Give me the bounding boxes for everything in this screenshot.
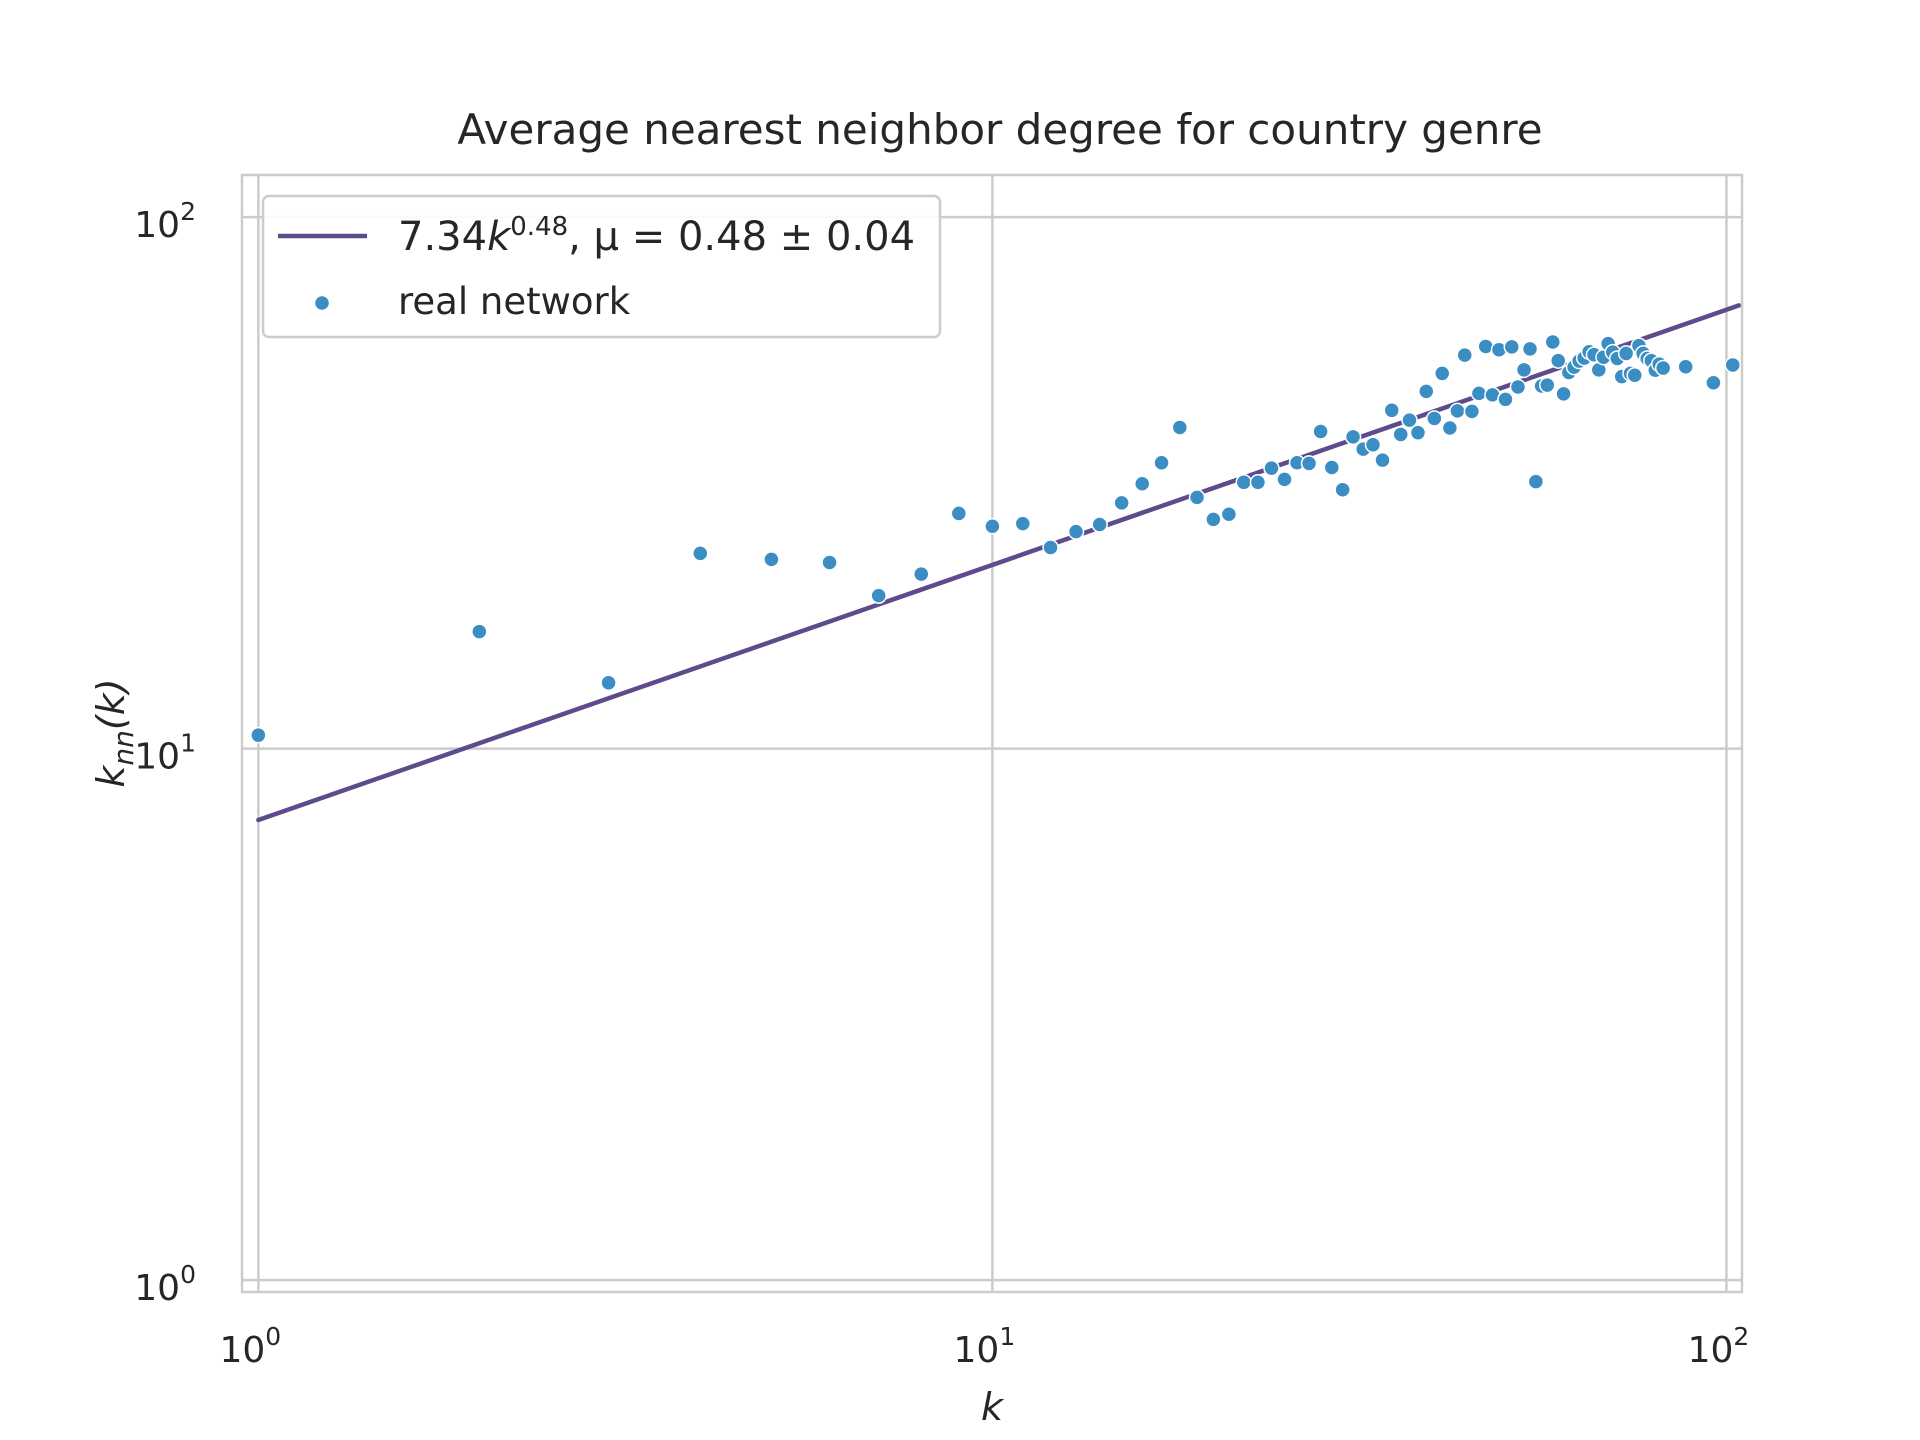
y-axis-label-base: k — [89, 764, 133, 788]
data-point — [1409, 424, 1427, 441]
data-point — [1235, 474, 1253, 491]
x-axis-label: k — [981, 1385, 1005, 1429]
data-point — [692, 545, 709, 562]
y-tick-base: 10 — [134, 205, 180, 246]
data-point — [1276, 471, 1293, 488]
x-tick-base: 10 — [954, 1330, 1000, 1371]
y-tick-label: 102 — [134, 197, 196, 246]
y-tick-exp: 0 — [180, 1260, 196, 1289]
data-point — [1477, 338, 1495, 355]
x-tick-label: 101 — [954, 1322, 1016, 1371]
data-point — [1323, 459, 1341, 476]
x-tick-base: 10 — [1688, 1330, 1734, 1371]
x-tick-base: 10 — [219, 1330, 265, 1371]
data-point — [1334, 481, 1351, 498]
data-point — [1654, 359, 1672, 377]
data-point — [1188, 489, 1206, 506]
legend-fit-label: 7.34k0.48, μ = 0.48 ± 0.04 — [398, 212, 915, 260]
data-point — [1205, 511, 1222, 528]
data-point — [1521, 340, 1539, 358]
data-point — [1249, 474, 1267, 491]
plot-frame — [240, 173, 1744, 1294]
y-tick-exp: 2 — [180, 197, 196, 226]
data-point — [913, 565, 930, 583]
data-point — [1263, 459, 1280, 477]
data-point — [1433, 365, 1451, 382]
data-point — [763, 551, 780, 568]
legend-fit-coef: 7.34 — [398, 214, 487, 260]
data-point — [1014, 515, 1032, 532]
data-point — [1555, 385, 1572, 403]
data-point — [1626, 367, 1643, 384]
data-point — [870, 587, 887, 604]
data-point — [250, 726, 267, 744]
y-tick-label: 100 — [134, 1260, 196, 1309]
data-point — [950, 505, 968, 522]
data-point — [1300, 455, 1318, 472]
data-point — [1527, 473, 1545, 490]
data-point — [1374, 451, 1391, 469]
data-point — [1449, 402, 1466, 420]
legend-points-marker — [313, 294, 331, 312]
data-point — [471, 623, 488, 640]
data-point — [1042, 539, 1059, 556]
y-axis-label-sub: nn — [107, 730, 140, 766]
data-point — [1344, 428, 1362, 446]
y-tick-base: 10 — [134, 737, 180, 778]
data-point — [1463, 403, 1481, 420]
x-tick-labels: 100 101 102 — [219, 1322, 1749, 1371]
data-point — [1470, 385, 1488, 402]
x-tick-exp: 2 — [1733, 1322, 1749, 1351]
data-point — [1509, 378, 1527, 396]
data-point — [1538, 376, 1556, 394]
legend-fit-var: k — [487, 214, 512, 260]
data-point — [1544, 333, 1562, 351]
data-point — [1515, 361, 1533, 379]
x-tick-label: 102 — [1688, 1322, 1750, 1371]
data-point — [821, 554, 838, 571]
y-tick-label: 101 — [134, 729, 196, 778]
data-point — [1153, 454, 1170, 472]
data-point — [1456, 346, 1473, 364]
x-tick-exp: 0 — [265, 1322, 281, 1351]
data-point — [1503, 338, 1521, 356]
data-point — [1617, 345, 1635, 362]
data-point — [1091, 516, 1108, 533]
data-point — [1724, 356, 1742, 374]
data-point — [984, 518, 1001, 535]
data-point — [1441, 419, 1459, 437]
data-point — [1392, 426, 1410, 443]
chart-title: Average nearest neighbor degree for coun… — [457, 105, 1542, 154]
data-point — [1220, 506, 1238, 523]
data-point — [1418, 383, 1435, 400]
data-point — [1401, 411, 1418, 429]
data-point — [1133, 475, 1151, 493]
data-point — [1383, 402, 1401, 419]
legend-fit-exp: 0.48 — [510, 212, 568, 242]
data-point — [1171, 419, 1189, 436]
data-point — [600, 674, 617, 692]
y-tick-base: 10 — [134, 1268, 180, 1309]
y-axis-label-arg: (k) — [89, 678, 133, 730]
y-axis-label: knn(k) — [89, 678, 140, 787]
data-point — [1549, 352, 1567, 369]
scatter-points — [250, 333, 1742, 744]
x-tick-label: 100 — [219, 1322, 281, 1371]
legend-points-label: real network — [398, 280, 631, 323]
legend-box — [261, 194, 942, 339]
data-point — [1113, 494, 1130, 512]
data-point — [1497, 391, 1514, 408]
data-point — [1705, 374, 1722, 391]
data-point — [1426, 410, 1443, 427]
legend: 7.34k0.48, μ = 0.48 ± 0.04 real network — [261, 194, 942, 339]
legend-fit-rest: , μ = 0.48 ± 0.04 — [568, 214, 915, 260]
data-point — [1364, 436, 1382, 453]
data-point — [1067, 523, 1085, 540]
data-point — [1677, 358, 1694, 375]
x-tick-exp: 1 — [999, 1322, 1015, 1351]
y-tick-exp: 1 — [180, 729, 196, 758]
data-point — [1312, 423, 1329, 440]
